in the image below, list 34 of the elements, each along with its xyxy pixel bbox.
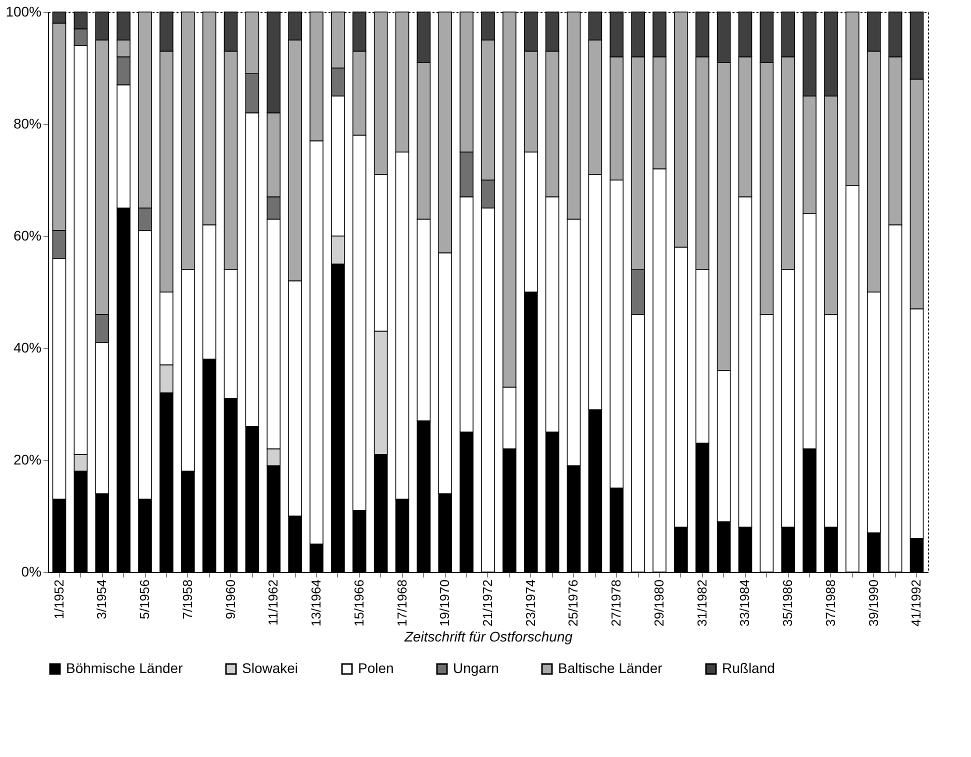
x-tick-label: 9/1960 [222, 580, 238, 620]
x-tick-label: 25/1976 [566, 580, 581, 626]
x-tick-label: 15/1966 [351, 580, 366, 626]
x-tick-label: 41/1992 [908, 580, 924, 626]
y-tick-label: 100% [6, 4, 42, 20]
x-tick-label: 11/1962 [266, 580, 281, 626]
x-tick-label: 29/1980 [652, 580, 666, 626]
x-tick-label: 21/1972 [480, 580, 495, 626]
x-tick-label: 35/1986 [780, 580, 796, 626]
x-axis-title: Zeitschrift für Ostforschung [403, 628, 573, 644]
x-tick-label: 7/1958 [180, 580, 195, 620]
x-tick-label: 17/1968 [394, 580, 410, 626]
x-tick-label: 37/1988 [822, 580, 838, 626]
x-tick-label: 39/1990 [866, 580, 881, 626]
legend-label: Baltische Länder [558, 660, 663, 676]
x-tick-label: 27/1978 [608, 580, 624, 626]
x-tick-label: 23/1974 [522, 580, 538, 626]
legend-label: Ungarn [453, 660, 499, 676]
y-tick-label: 60% [13, 228, 42, 244]
legend-label: Böhmische Länder [66, 660, 184, 676]
x-tick-label: 5/1956 [137, 580, 152, 620]
x-tick-label: 3/1954 [94, 580, 110, 620]
legend-label: Slowakei [242, 660, 298, 676]
x-tick-label: 1/1952 [51, 580, 66, 620]
x-tick-label: 33/1984 [737, 580, 752, 626]
x-tick-label: 13/1964 [308, 580, 324, 626]
y-tick-label: 0% [21, 564, 42, 580]
y-tick-label: 40% [13, 340, 42, 356]
legend-label: Rußland [722, 660, 775, 676]
y-tick-label: 20% [13, 452, 42, 468]
y-tick-label: 80% [13, 116, 42, 132]
x-tick-label: 19/1970 [437, 580, 452, 626]
x-tick-label: 31/1982 [694, 580, 710, 626]
legend-label: Polen [358, 660, 394, 676]
